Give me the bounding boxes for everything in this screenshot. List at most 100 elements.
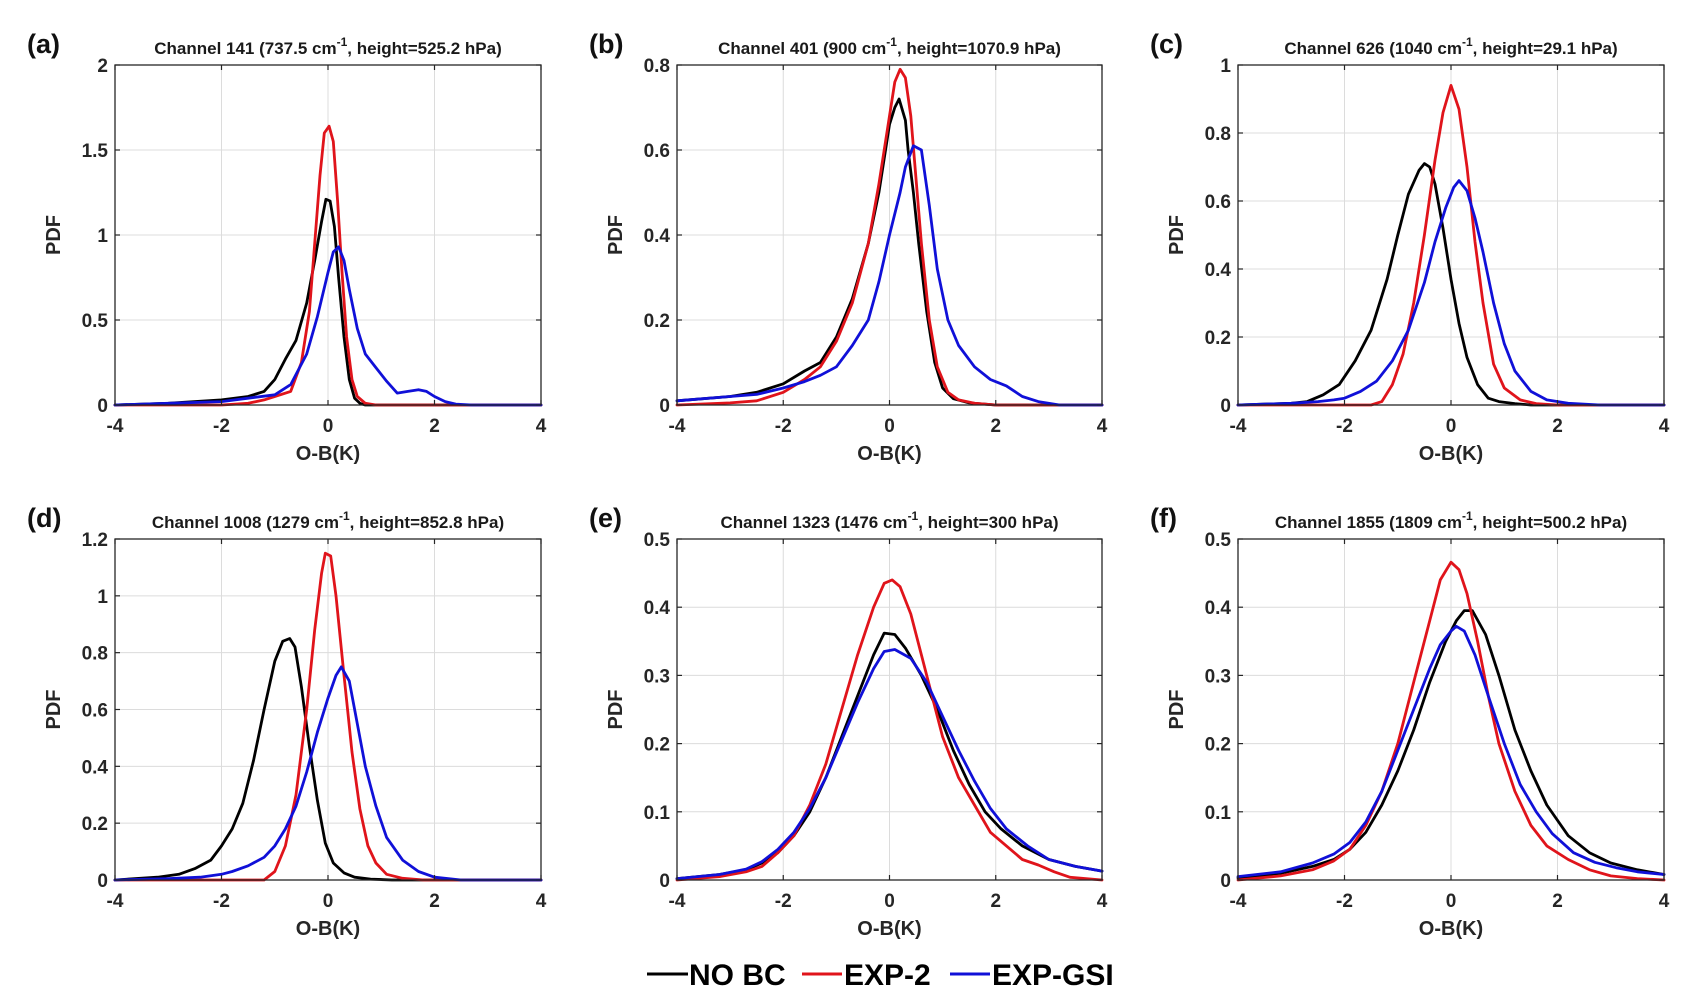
subplot-e: -4 -2 0 2 4 0 0.1 0.2 0.3 0.4 0.5 O-B(K) PDF (e) Chann…	[589, 503, 1108, 940]
panel-label: (f)	[1150, 503, 1177, 533]
series-line-exp-gsi	[113, 665, 543, 882]
title-superscript: -1	[1462, 509, 1473, 523]
title-text: Channel 401 (900 cm	[718, 39, 886, 58]
panel-label: (e)	[589, 503, 622, 533]
x-tick-label: -4	[107, 416, 124, 437]
series-line-exp-2	[1236, 560, 1666, 882]
panel-label: (a)	[27, 29, 60, 59]
title-text: Channel 626 (1040 cm	[1284, 39, 1462, 58]
y-tick-label: 0.2	[644, 311, 670, 332]
y-axis-label: PDF	[1166, 215, 1188, 255]
x-tick-label: 0	[323, 416, 334, 437]
y-tick-label: 0	[97, 871, 108, 892]
y-tick-label: 0.2	[1205, 328, 1231, 349]
x-tick-label: 0	[884, 416, 895, 437]
x-tick-label: -2	[213, 416, 230, 437]
series-line-exp-2	[1236, 84, 1666, 407]
series-line-no-bc	[1236, 162, 1666, 407]
x-tick-label: 4	[1097, 891, 1108, 912]
y-tick-label: 1.5	[82, 141, 109, 162]
title-superscript: -1	[337, 35, 348, 49]
title-text: Channel 1855 (1809 cm	[1275, 513, 1462, 532]
x-tick-label: -2	[775, 416, 792, 437]
x-axis-label: O-B(K)	[857, 918, 921, 940]
y-axis-label: PDF	[605, 690, 627, 730]
y-tick-label: 0.2	[1205, 735, 1231, 756]
subplot-title: Channel 401 (900 cm-1, height=1070.9 hPa…	[718, 35, 1061, 58]
subplot-a: -4 -2 0 2 4 0 0.5 1 1.5 2 O-B(K) PDF (a) Channel 141 …	[27, 29, 547, 465]
x-axis-label: O-B(K)	[296, 918, 360, 940]
subplot-title: Channel 626 (1040 cm-1, height=29.1 hPa)	[1284, 35, 1617, 58]
x-axis-label: O-B(K)	[1419, 918, 1483, 940]
x-tick-label: 2	[990, 891, 1001, 912]
y-tick-label: 0	[97, 396, 108, 417]
series-line-exp-2	[675, 578, 1104, 882]
panel-label: (b)	[589, 29, 623, 59]
x-tick-label: -4	[1230, 891, 1247, 912]
x-tick-label: -2	[1336, 891, 1353, 912]
y-tick-label: 0.8	[82, 644, 108, 665]
y-tick-label: 0.6	[644, 141, 670, 162]
x-tick-label: 4	[1097, 416, 1108, 437]
x-tick-label: -4	[107, 891, 124, 912]
panel-label: (c)	[1150, 29, 1183, 59]
y-tick-label: 0.4	[82, 757, 109, 778]
y-tick-label: 0	[1220, 871, 1231, 892]
x-tick-label: 4	[1659, 416, 1670, 437]
subplot-d: -4 -2 0 2 4 0 0.2 0.4 0.6 0.8 1 1.2 O-B(K) PDF (d) Chan…	[27, 503, 547, 940]
x-tick-label: 2	[429, 416, 440, 437]
y-tick-label: 0.4	[1205, 598, 1232, 619]
legend-label-exp-2: EXP-2	[844, 959, 931, 992]
subplot-b: -4 -2 0 2 4 0 0.2 0.4 0.6 0.8 O-B(K) PDF (b) Channel …	[589, 29, 1108, 465]
x-tick-label: 2	[429, 891, 440, 912]
title-text: , height=29.1 hPa)	[1473, 39, 1618, 58]
series-line-exp-gsi	[675, 144, 1104, 407]
y-tick-label: 0.6	[1205, 192, 1231, 213]
x-tick-label: -2	[775, 891, 792, 912]
y-tick-label: 0.4	[644, 226, 671, 247]
y-tick-label: 0.3	[1205, 666, 1231, 687]
x-tick-label: -4	[1230, 416, 1247, 437]
series-line-exp-gsi	[113, 245, 543, 407]
x-axis-label: O-B(K)	[296, 443, 360, 465]
x-tick-label: -2	[1336, 416, 1353, 437]
legend-label-no-bc: NO BC	[689, 959, 786, 992]
title-superscript: -1	[1462, 35, 1473, 49]
title-text: Channel 1008 (1279 cm	[152, 513, 339, 532]
series-line-exp-2	[113, 124, 543, 407]
y-axis-label: PDF	[1166, 690, 1188, 730]
x-tick-label: -4	[669, 416, 686, 437]
y-axis-label: PDF	[43, 690, 65, 730]
y-tick-label: 1.2	[82, 530, 108, 551]
subplot-f: -4 -2 0 2 4 0 0.1 0.2 0.3 0.4 0.5 O-B(K) PDF (f) Chann…	[1150, 503, 1670, 940]
title-superscript: -1	[886, 35, 897, 49]
y-tick-label: 0.5	[644, 530, 671, 551]
y-tick-label: 2	[97, 56, 108, 77]
x-tick-label: 2	[990, 416, 1001, 437]
series-line-exp-2	[675, 67, 1104, 407]
subplot-c: -4 -2 0 2 4 0 0.2 0.4 0.6 0.8 1 O-B(K) PDF (c) Channel…	[1150, 29, 1670, 465]
y-tick-label: 1	[97, 587, 108, 608]
series-line-no-bc	[675, 97, 1104, 407]
y-tick-label: 0.2	[82, 814, 108, 835]
x-tick-label: 0	[884, 891, 895, 912]
title-text: , height=525.2 hPa)	[347, 39, 501, 58]
y-tick-label: 0	[1220, 396, 1231, 417]
title-text: , height=1070.9 hPa)	[897, 39, 1061, 58]
series-line-exp-gsi	[1236, 624, 1666, 878]
x-tick-label: 4	[1659, 891, 1670, 912]
subplot-title: Channel 141 (737.5 cm-1, height=525.2 hP…	[154, 35, 502, 58]
title-text: Channel 1323 (1476 cm	[720, 513, 907, 532]
legend-label-exp-gsi: EXP-GSI	[992, 959, 1114, 992]
y-tick-label: 1	[1220, 56, 1231, 77]
x-tick-label: 0	[1446, 416, 1457, 437]
title-text: , height=300 hPa)	[918, 513, 1058, 532]
x-axis-label: O-B(K)	[857, 443, 921, 465]
y-tick-label: 0.1	[644, 803, 671, 824]
subplot-title: Channel 1855 (1809 cm-1, height=500.2 hP…	[1275, 509, 1627, 532]
y-tick-label: 0.8	[644, 56, 670, 77]
y-tick-label: 0.6	[82, 701, 108, 722]
x-tick-label: -4	[669, 891, 686, 912]
y-tick-label: 0	[659, 396, 670, 417]
y-tick-label: 0.5	[82, 311, 109, 332]
